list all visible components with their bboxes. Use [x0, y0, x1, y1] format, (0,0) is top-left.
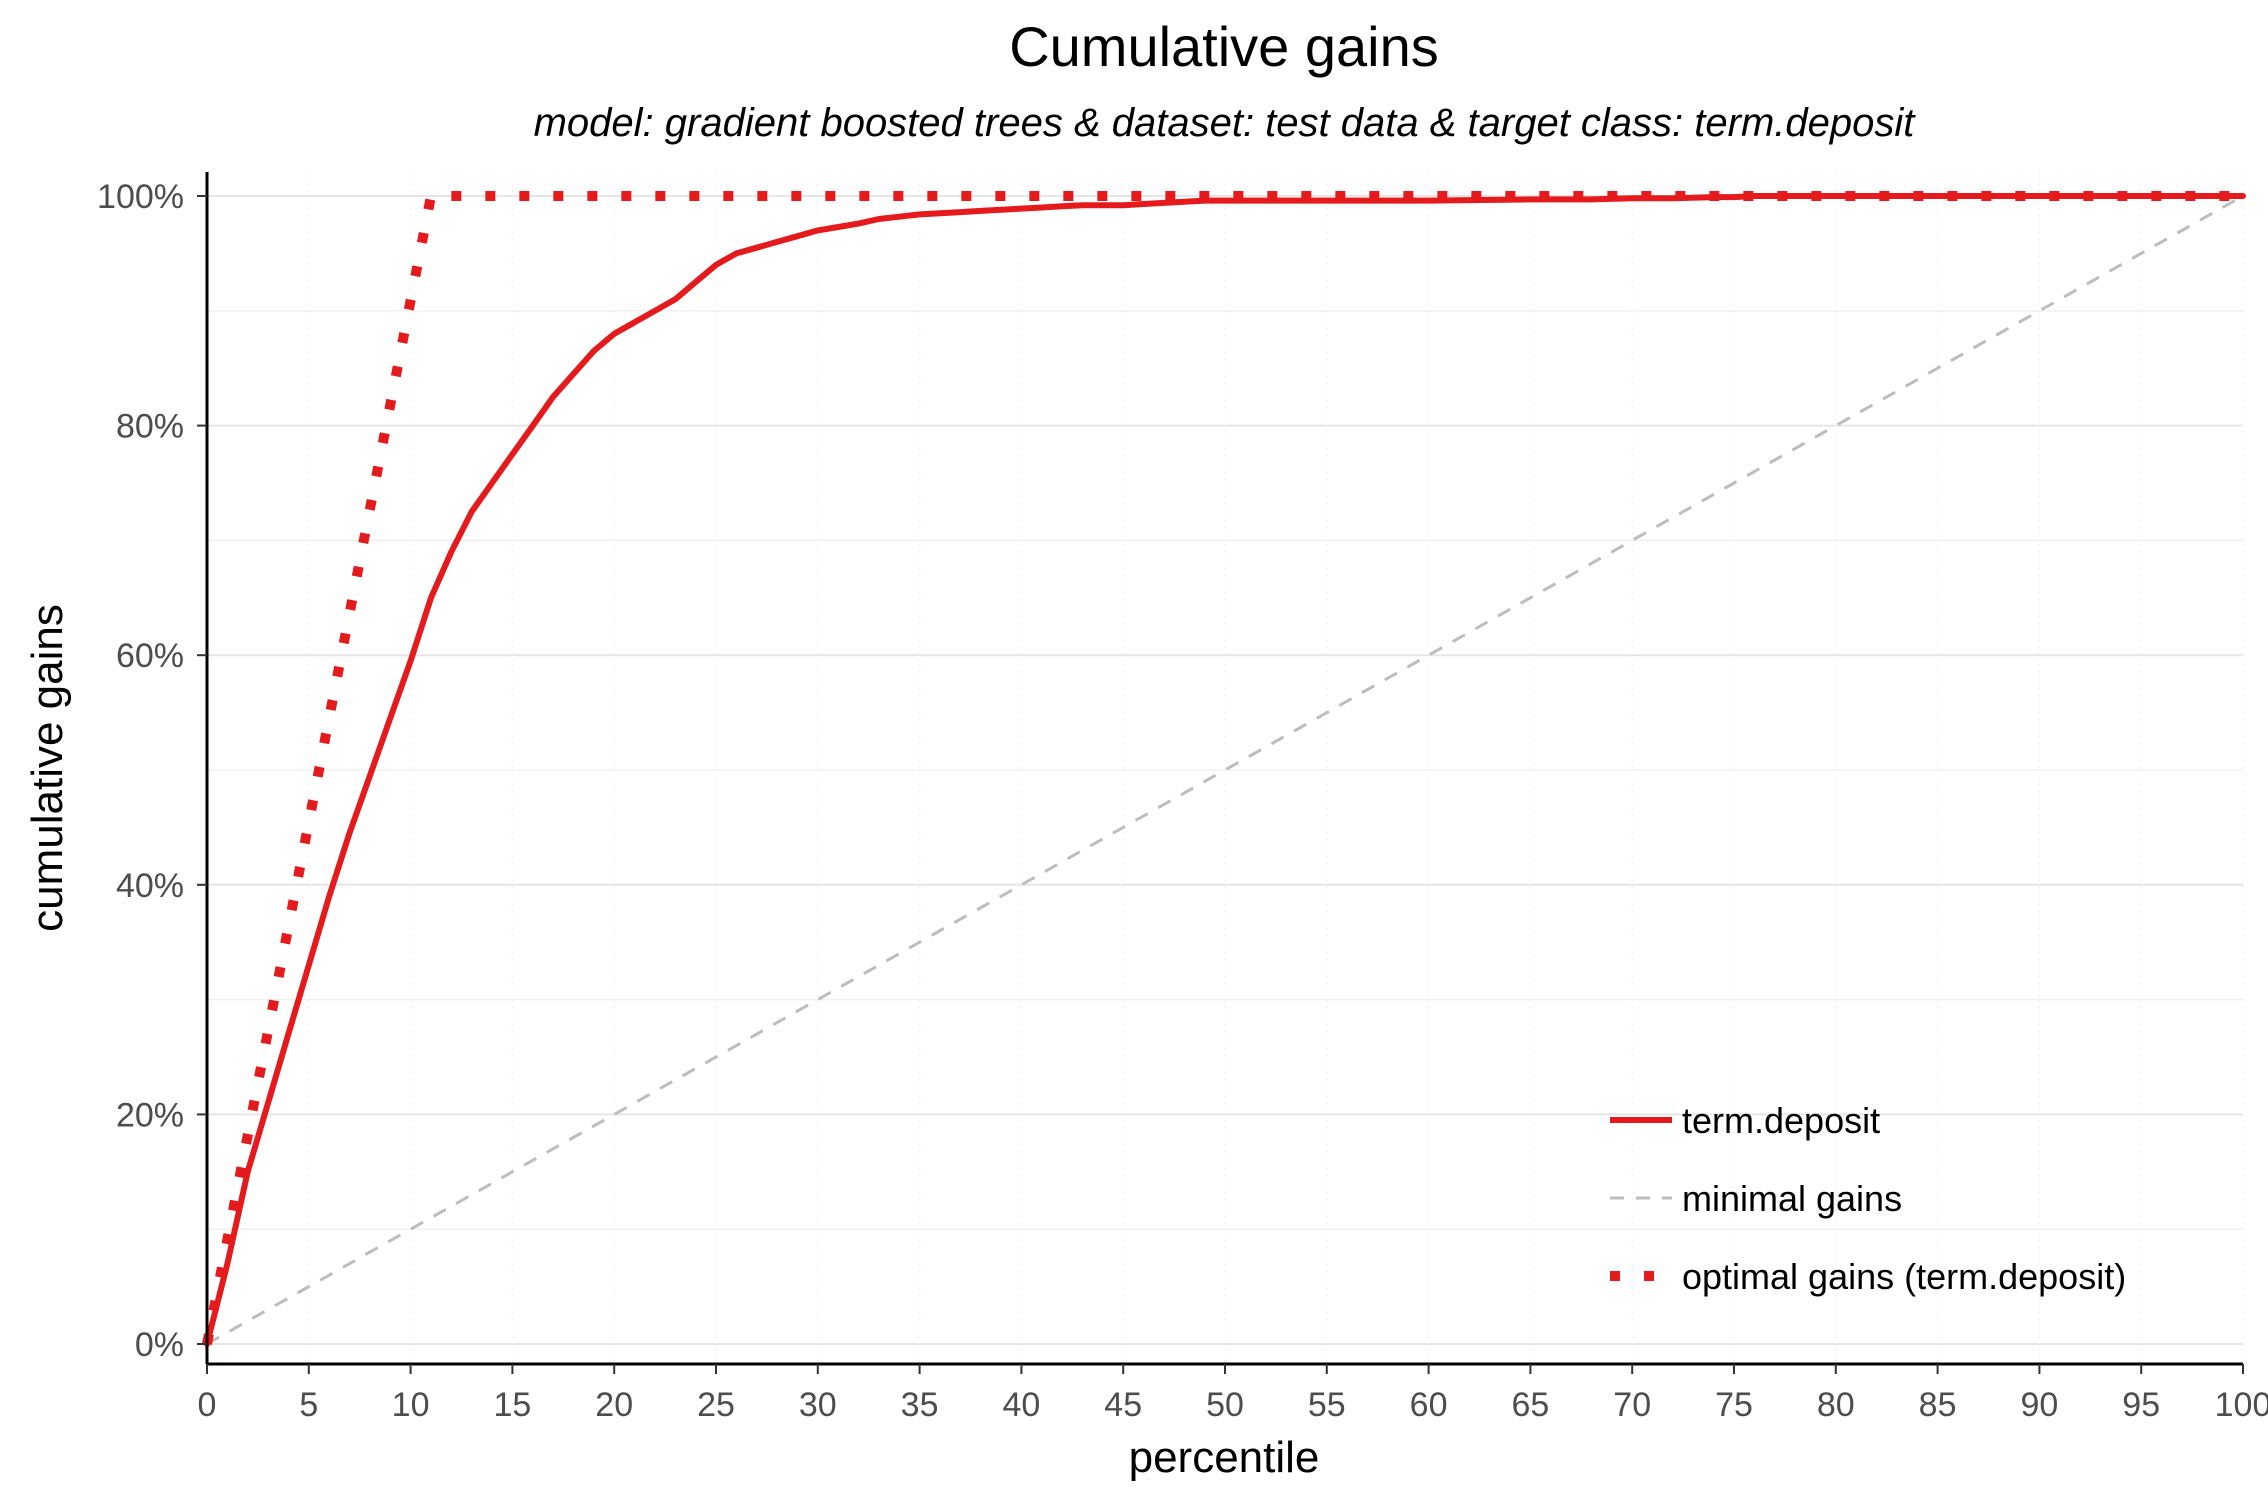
x-tick-label: 50 [1206, 1386, 1244, 1424]
x-tick-label: 40 [1002, 1386, 1040, 1424]
chart-title: Cumulative gains [1009, 15, 1439, 78]
x-tick-label: 10 [392, 1386, 430, 1424]
x-tick-label: 55 [1308, 1386, 1346, 1424]
y-tick-label: 60% [116, 637, 184, 675]
y-tick-label: 80% [116, 408, 184, 446]
x-tick-label: 70 [1613, 1386, 1651, 1424]
x-tick-label: 85 [1919, 1386, 1957, 1424]
x-tick-label: 25 [697, 1386, 735, 1424]
x-tick-label: 100 [2215, 1386, 2268, 1424]
x-tick-label: 95 [2122, 1386, 2160, 1424]
legend-label: minimal gains [1682, 1178, 1902, 1219]
x-tick-label: 75 [1715, 1386, 1753, 1424]
y-tick-label: 0% [135, 1326, 184, 1364]
legend-label: term.deposit [1682, 1100, 1880, 1141]
x-tick-label: 80 [1817, 1386, 1855, 1424]
x-tick-label: 15 [493, 1386, 531, 1424]
x-tick-label: 20 [595, 1386, 633, 1424]
x-tick-label: 35 [901, 1386, 939, 1424]
chart-subtitle: model: gradient boosted trees & dataset:… [534, 101, 1917, 145]
x-tick-label: 0 [198, 1386, 217, 1424]
x-tick-label: 45 [1104, 1386, 1142, 1424]
x-tick-label: 65 [1511, 1386, 1549, 1424]
x-tick-label: 5 [299, 1386, 318, 1424]
x-tick-label: 30 [799, 1386, 837, 1424]
series-group [202, 191, 2246, 1347]
y-axis-title: cumulative gains [23, 604, 72, 932]
legend-label: optimal gains (term.deposit) [1682, 1256, 2126, 1297]
y-tick-labels: 0% 20% 40% 60% 80% 100% [97, 178, 207, 1364]
y-tick-label: 20% [116, 1096, 184, 1134]
series-line-term-deposit [204, 193, 2246, 1347]
y-tick-label: 100% [97, 178, 184, 216]
x-tick-labels: 0 5 10 15 20 25 30 35 40 45 50 55 60 65 70 75 80 85 90 95 10… [198, 1364, 2268, 1424]
x-axis-title: percentile [1129, 1433, 1320, 1482]
x-tick-label: 90 [2020, 1386, 2058, 1424]
legend: term.deposit minimal gains optimal gains (… [1610, 1100, 2126, 1297]
y-tick-label: 40% [116, 867, 184, 905]
x-tick-label: 60 [1410, 1386, 1448, 1424]
